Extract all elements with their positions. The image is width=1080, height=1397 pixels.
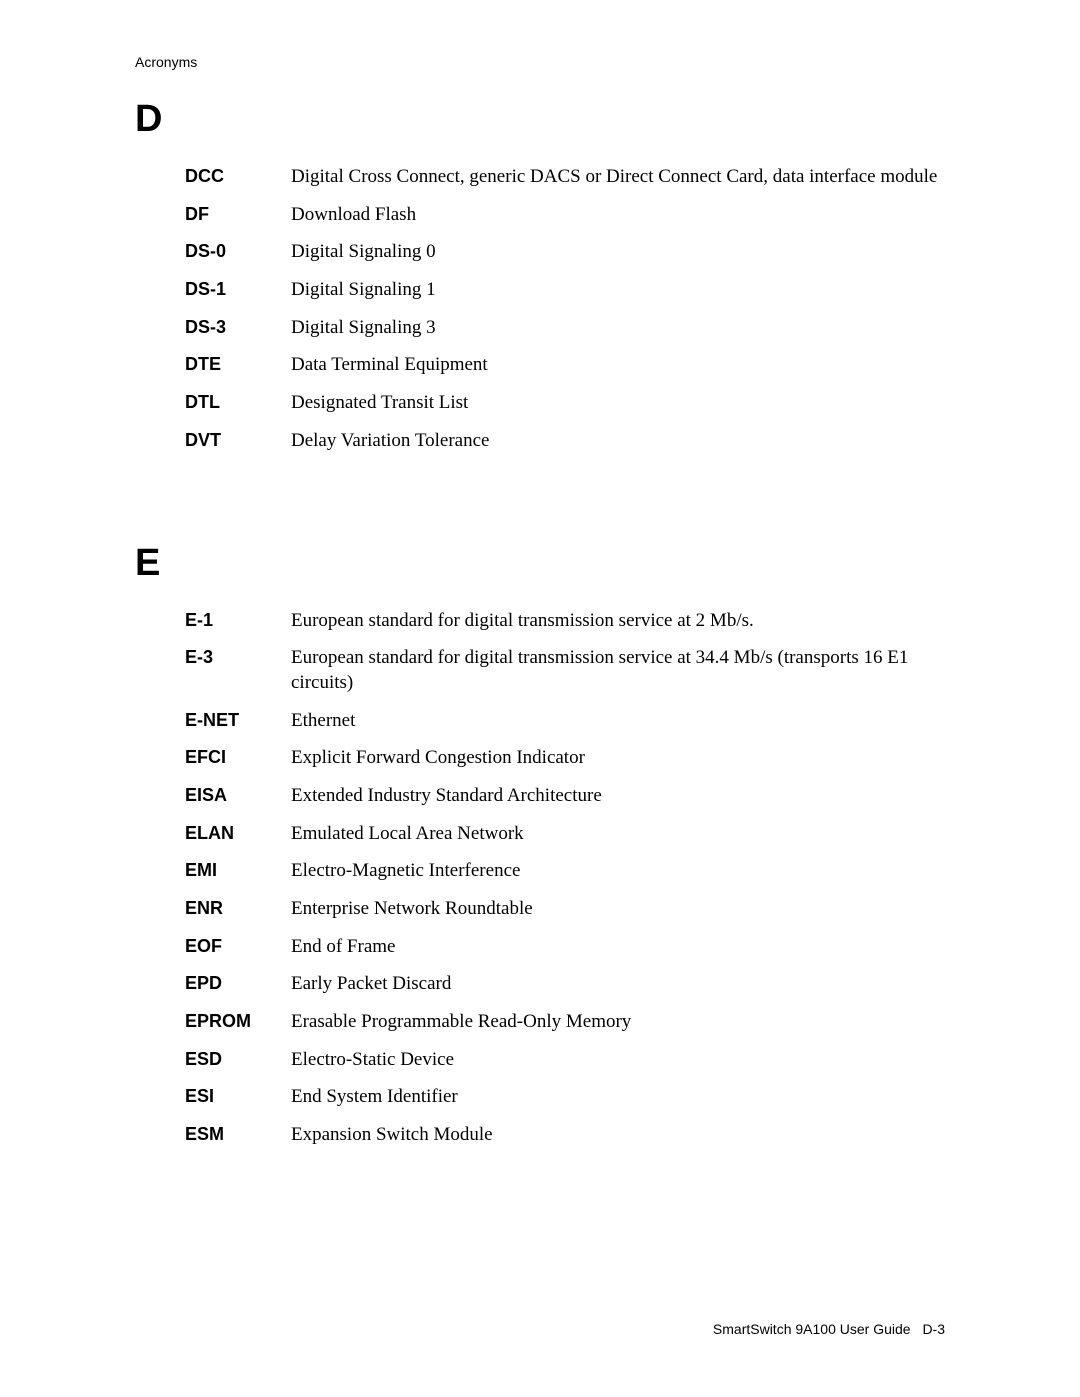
footer-doc-title: SmartSwitch 9A100 User Guide [713,1321,911,1337]
section-letter: D [135,100,945,138]
glossary-definition: End System Identifier [291,1085,945,1110]
glossary-definition: European standard for digital transmissi… [291,646,945,695]
glossary-entry: DTEData Terminal Equipment [185,352,945,378]
glossary-definition: Digital Cross Connect, generic DACS or D… [291,165,945,190]
entries-list: DCCDigital Cross Connect, generic DACS o… [185,164,945,454]
glossary-definition: Emulated Local Area Network [291,822,945,847]
glossary-definition: Digital Signaling 1 [291,278,945,303]
glossary-term: ESI [185,1084,291,1108]
glossary-definition: Digital Signaling 0 [291,240,945,265]
glossary-entry: EFCIExplicit Forward Congestion Indicato… [185,745,945,771]
glossary-entry: DS-1Digital Signaling 1 [185,277,945,303]
glossary-term: EOF [185,934,291,958]
glossary-definition: Electro-Magnetic Interference [291,859,945,884]
page-footer: SmartSwitch 9A100 User Guide D-3 [713,1321,945,1337]
glossary-term: DTL [185,390,291,414]
glossary-entry: ENREnterprise Network Roundtable [185,896,945,922]
glossary-definition: Digital Signaling 3 [291,316,945,341]
glossary-definition: Electro-Static Device [291,1048,945,1073]
glossary-term: ENR [185,896,291,920]
glossary-term: E-3 [185,645,291,669]
glossary-definition: Explicit Forward Congestion Indicator [291,746,945,771]
glossary-term: DS-0 [185,239,291,263]
glossary-term: ESD [185,1047,291,1071]
glossary-term: DF [185,202,291,226]
glossary-term: EFCI [185,745,291,769]
glossary-entry: EMIElectro-Magnetic Interference [185,858,945,884]
glossary-entry: EISAExtended Industry Standard Architect… [185,783,945,809]
glossary-term: ELAN [185,821,291,845]
glossary-section: D DCCDigital Cross Connect, generic DACS … [135,100,945,454]
glossary-section: E E-1European standard for digital transm… [135,544,945,1148]
glossary-term: EISA [185,783,291,807]
glossary-definition: End of Frame [291,935,945,960]
glossary-definition: Erasable Programmable Read-Only Memory [291,1010,945,1035]
glossary-definition: Early Packet Discard [291,972,945,997]
glossary-definition: Expansion Switch Module [291,1123,945,1148]
glossary-definition: Delay Variation Tolerance [291,429,945,454]
glossary-term: EPROM [185,1009,291,1033]
glossary-entry: EPDEarly Packet Discard [185,971,945,997]
page-header: Acronyms [135,54,945,70]
glossary-term: EMI [185,858,291,882]
glossary-entry: DFDownload Flash [185,202,945,228]
glossary-definition: Download Flash [291,203,945,228]
glossary-entry: DVTDelay Variation Tolerance [185,428,945,454]
footer-page-number: D-3 [922,1321,945,1337]
glossary-entry: ESIEnd System Identifier [185,1084,945,1110]
glossary-entry: ESMExpansion Switch Module [185,1122,945,1148]
glossary-definition: Ethernet [291,709,945,734]
glossary-entry: E-3European standard for digital transmi… [185,645,945,695]
glossary-term: DS-1 [185,277,291,301]
glossary-term: ESM [185,1122,291,1146]
glossary-definition: Data Terminal Equipment [291,353,945,378]
page: Acronyms D DCCDigital Cross Connect, gene… [0,0,1080,1397]
glossary-term: DTE [185,352,291,376]
glossary-entry: E-1European standard for digital transmi… [185,608,945,634]
glossary-entry: ELANEmulated Local Area Network [185,821,945,847]
glossary-definition: Extended Industry Standard Architecture [291,784,945,809]
glossary-entry: EPROMErasable Programmable Read-Only Mem… [185,1009,945,1035]
glossary-entry: EOFEnd of Frame [185,934,945,960]
glossary-definition: Enterprise Network Roundtable [291,897,945,922]
glossary-definition: European standard for digital transmissi… [291,609,945,634]
glossary-term: EPD [185,971,291,995]
glossary-entry: DS-0Digital Signaling 0 [185,239,945,265]
glossary-term: DS-3 [185,315,291,339]
glossary-definition: Designated Transit List [291,391,945,416]
glossary-entry: E-NETEthernet [185,708,945,734]
glossary-term: E-1 [185,608,291,632]
glossary-entry: DS-3Digital Signaling 3 [185,315,945,341]
glossary-term: E-NET [185,708,291,732]
glossary-entry: DCCDigital Cross Connect, generic DACS o… [185,164,945,190]
section-letter: E [135,544,945,582]
glossary-term: DCC [185,164,291,188]
glossary-term: DVT [185,428,291,452]
sections-container: D DCCDigital Cross Connect, generic DACS … [135,100,945,1148]
glossary-entry: ESDElectro-Static Device [185,1047,945,1073]
glossary-entry: DTLDesignated Transit List [185,390,945,416]
entries-list: E-1European standard for digital transmi… [185,608,945,1148]
